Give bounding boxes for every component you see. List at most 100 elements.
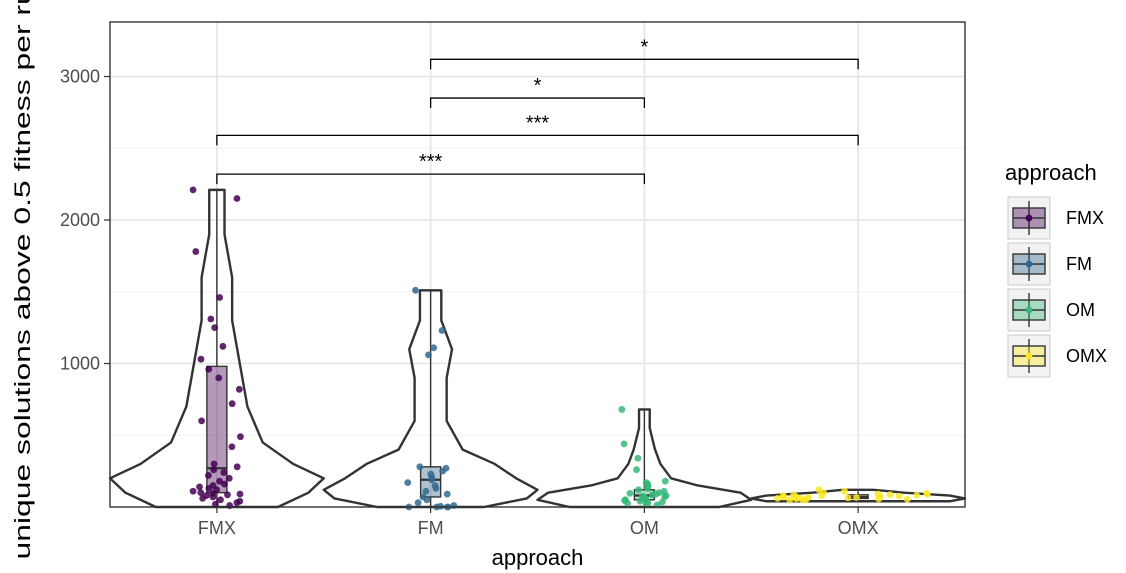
point-fm	[430, 344, 438, 352]
point-fmx	[205, 484, 213, 492]
point-fmx	[196, 483, 203, 491]
point-omx	[923, 490, 931, 498]
point-fmx	[189, 487, 197, 495]
point-fmx	[233, 463, 241, 471]
point-fm	[423, 496, 431, 504]
point-omx	[799, 496, 807, 504]
point-om	[618, 406, 626, 413]
violin-fm	[322, 289, 539, 509]
legend-key-point	[1025, 352, 1033, 360]
significance-bracket	[429, 58, 859, 70]
significance-label: *	[534, 75, 542, 97]
point-om	[661, 477, 669, 485]
point-omx	[780, 493, 788, 501]
point-fm	[414, 499, 422, 507]
point-om	[644, 484, 652, 492]
y-axis: 1000 2000 3000	[60, 67, 110, 374]
point-fmx	[220, 469, 228, 476]
y-tick-label: 1000	[60, 354, 100, 374]
point-fmx	[205, 365, 213, 373]
boxplots	[206, 189, 869, 507]
major-gridlines	[110, 22, 965, 507]
point-omx	[895, 492, 903, 500]
point-om	[635, 486, 642, 494]
point-om	[636, 497, 644, 505]
point-fmx	[210, 460, 218, 468]
point-fm	[422, 487, 430, 495]
point-omx	[818, 492, 826, 500]
point-fmx	[237, 433, 244, 441]
point-fmx	[224, 491, 231, 499]
point-fmx	[233, 499, 241, 507]
significance-bracket	[216, 134, 859, 146]
point-fm	[428, 476, 436, 484]
point-omx	[875, 495, 883, 503]
point-fmx	[207, 315, 215, 323]
x-tick-label: FM	[418, 518, 444, 538]
significance-brackets: ********	[216, 36, 859, 185]
point-fmx	[228, 443, 236, 451]
legend-key-point	[1025, 260, 1033, 268]
point-omx	[786, 496, 794, 504]
legend-key-point	[1025, 214, 1033, 222]
point-omx	[913, 491, 921, 499]
legend-label-fm: FM	[1066, 254, 1092, 274]
point-fm	[450, 502, 458, 509]
point-omx	[886, 491, 894, 499]
point-fm	[416, 463, 424, 471]
point-fmx	[233, 195, 241, 202]
point-omx	[774, 494, 782, 502]
point-fmx	[216, 294, 224, 301]
violin-om	[536, 408, 753, 509]
panel-border	[109, 21, 966, 508]
point-om	[634, 454, 642, 462]
point-om	[624, 500, 632, 507]
x-axis: FMX FM OM OMX	[198, 507, 879, 538]
point-fm	[425, 351, 432, 359]
x-tick-label: FMX	[198, 518, 236, 538]
x-axis-title: approach	[492, 545, 584, 570]
point-fmx	[236, 490, 244, 498]
point-fm	[443, 490, 451, 498]
point-om	[633, 466, 640, 474]
legend-label-om: OM	[1066, 300, 1095, 320]
violins	[108, 188, 967, 509]
significance-label: ***	[419, 151, 443, 173]
x-tick-label: OM	[630, 518, 659, 538]
point-fmx	[215, 374, 223, 382]
point-fmx	[217, 496, 224, 504]
significance-label: *	[640, 36, 648, 58]
point-fmx	[226, 502, 234, 509]
point-fm	[412, 286, 419, 294]
legend-label-fmx: FMX	[1066, 208, 1104, 228]
point-fmx	[189, 186, 197, 194]
point-fmx	[205, 472, 212, 479]
significance-bracket	[216, 173, 646, 185]
point-omx	[792, 495, 800, 503]
point-om	[620, 440, 628, 448]
legend-title: approach	[1005, 160, 1097, 185]
point-omx	[853, 494, 860, 501]
legend: approach FMX FM OM OMX	[1005, 160, 1107, 378]
legend-key-point	[1025, 306, 1033, 314]
legend-label-omx: OMX	[1066, 346, 1107, 366]
point-fmx	[211, 324, 219, 332]
y-axis-title: unique solutions above 0.5 fitness per r…	[10, 0, 35, 560]
point-fm	[438, 327, 446, 334]
point-fmx	[221, 480, 228, 488]
point-fmx	[198, 417, 205, 425]
violin-omx	[750, 488, 967, 503]
point-fmx	[219, 342, 227, 350]
significance-label: ***	[526, 112, 550, 134]
point-omx	[841, 487, 848, 495]
point-fmx	[199, 494, 207, 502]
point-fmx	[235, 385, 243, 393]
point-omx	[903, 495, 911, 503]
point-fmx	[228, 400, 236, 408]
x-tick-label: OMX	[838, 518, 879, 538]
point-om	[643, 500, 650, 508]
minor-gridlines	[110, 147, 965, 436]
point-fmx	[209, 493, 217, 501]
point-om	[658, 498, 666, 506]
